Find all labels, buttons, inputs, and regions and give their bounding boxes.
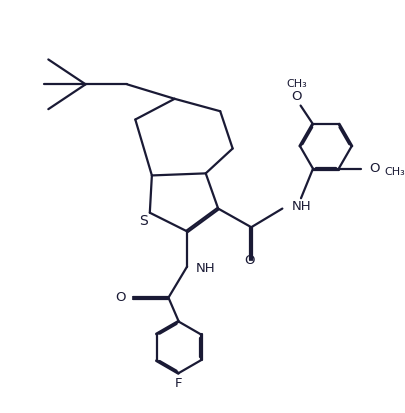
Text: O: O [290, 90, 301, 103]
Text: S: S [139, 214, 147, 228]
Text: CH₃: CH₃ [383, 167, 404, 177]
Text: O: O [368, 162, 379, 175]
Text: CH₃: CH₃ [286, 79, 306, 89]
Text: F: F [175, 377, 182, 390]
Text: O: O [243, 254, 254, 267]
Text: NH: NH [196, 262, 215, 275]
Text: O: O [115, 291, 126, 304]
Text: NH: NH [291, 200, 310, 214]
